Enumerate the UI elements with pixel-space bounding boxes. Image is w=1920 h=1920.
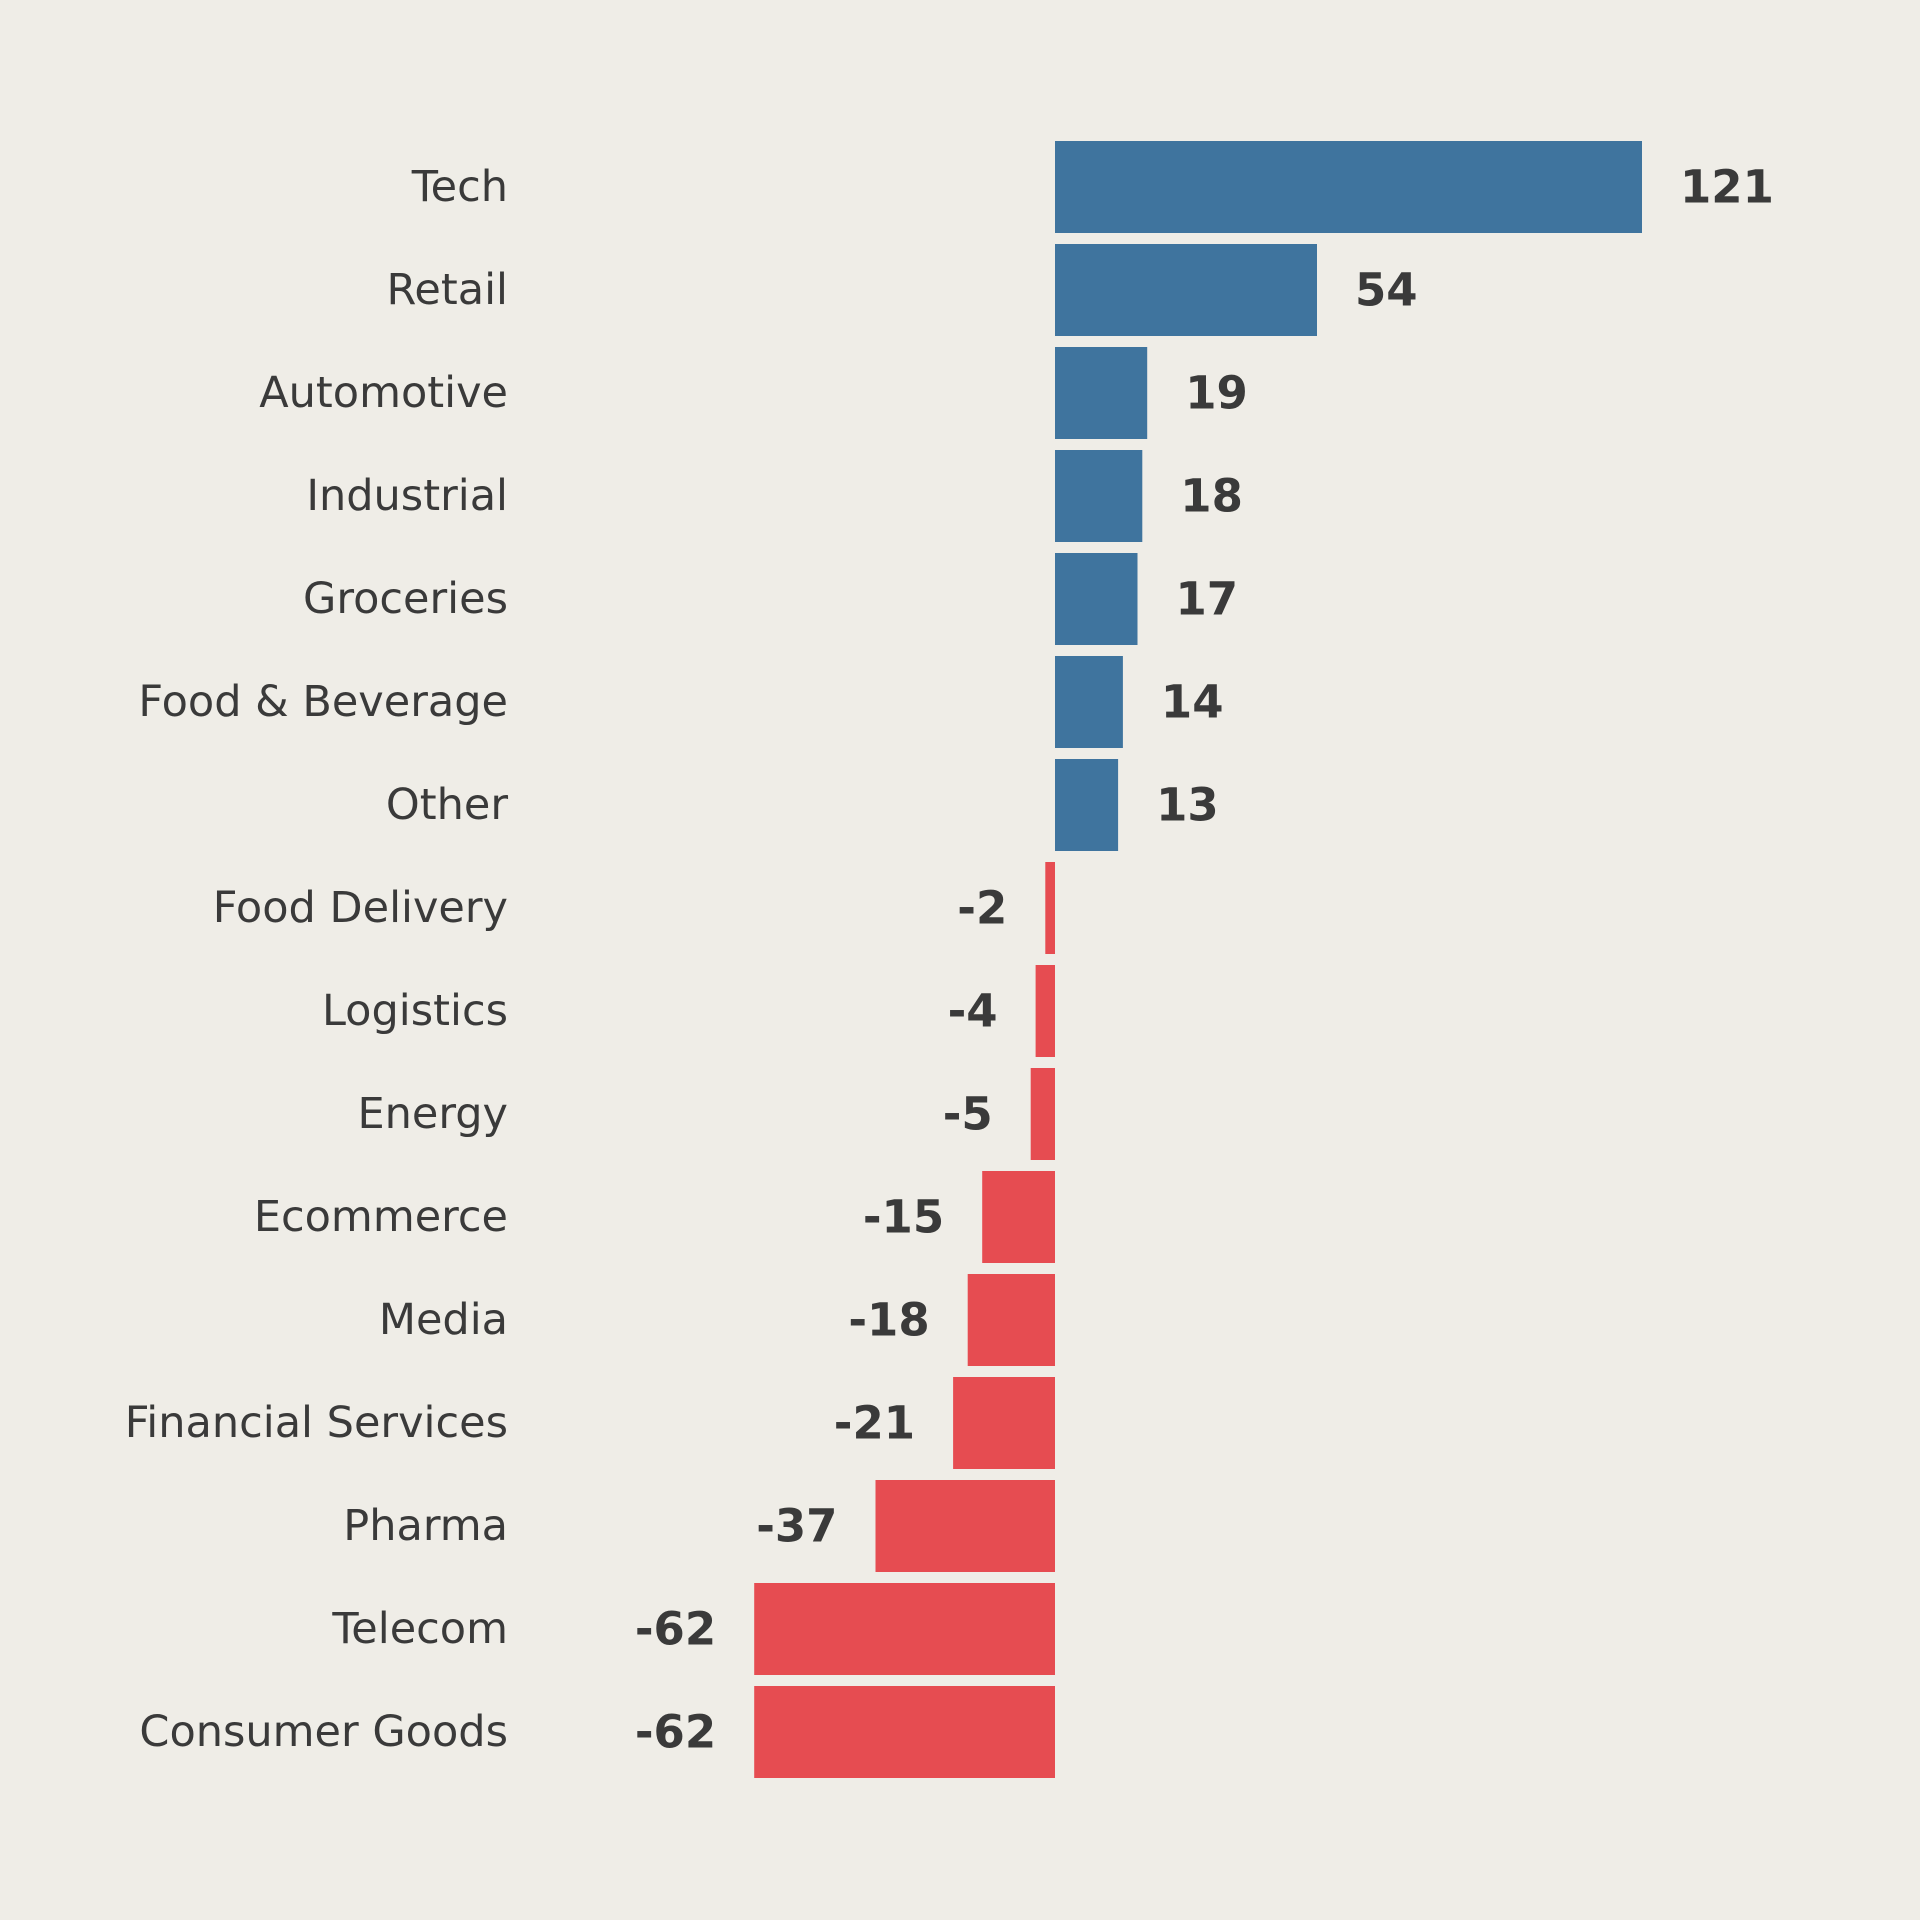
value-label-other: 13 bbox=[1156, 779, 1219, 832]
value-label-consumer-goods: -62 bbox=[635, 1706, 716, 1759]
bar-automotive bbox=[1055, 347, 1148, 439]
category-labels-group: Tech Retail Automotive Industrial Groceries F… bbox=[125, 162, 509, 1757]
category-label-ecommerce: Ecommerce bbox=[254, 1192, 508, 1242]
bar-media bbox=[967, 1274, 1055, 1366]
category-label-consumer-goods: Consumer Goods bbox=[139, 1707, 508, 1757]
bar-tech bbox=[1055, 141, 1642, 233]
value-label-ecommerce: -15 bbox=[863, 1191, 944, 1244]
bars-group bbox=[754, 141, 1642, 1778]
value-label-food-and-beverage: 14 bbox=[1161, 676, 1224, 729]
category-label-groceries: Groceries bbox=[303, 574, 508, 624]
category-label-tech: Tech bbox=[411, 162, 508, 212]
bar-pharma bbox=[875, 1480, 1055, 1572]
value-label-pharma: -37 bbox=[756, 1500, 837, 1553]
value-label-tech: 121 bbox=[1680, 161, 1774, 214]
value-label-groceries: 17 bbox=[1176, 573, 1239, 626]
value-label-financial-services: -21 bbox=[834, 1397, 915, 1450]
bar-food-delivery bbox=[1045, 862, 1055, 954]
value-label-energy: -5 bbox=[943, 1088, 993, 1141]
value-label-automotive: 19 bbox=[1185, 367, 1248, 420]
category-label-food-delivery: Food Delivery bbox=[213, 883, 508, 933]
bar-ecommerce bbox=[982, 1171, 1055, 1263]
category-label-other: Other bbox=[386, 780, 508, 830]
category-label-pharma: Pharma bbox=[343, 1501, 508, 1551]
bar-telecom bbox=[754, 1583, 1055, 1675]
bar-industrial bbox=[1055, 450, 1143, 542]
bar-consumer-goods bbox=[754, 1686, 1055, 1778]
category-label-retail: Retail bbox=[386, 265, 508, 315]
value-labels-group: 121 54 19 18 17 14 13 -2 -4 -5 -15 -18 -21 -37 -62 -62 bbox=[635, 161, 1774, 1759]
bar-retail bbox=[1055, 244, 1317, 336]
category-label-financial-services: Financial Services bbox=[125, 1398, 508, 1448]
bar-logistics bbox=[1035, 965, 1055, 1057]
bar-financial-services bbox=[953, 1377, 1055, 1469]
category-label-energy: Energy bbox=[357, 1089, 508, 1139]
category-label-food-and-beverage: Food & Beverage bbox=[138, 677, 508, 727]
value-label-food-delivery: -2 bbox=[957, 882, 1007, 935]
value-label-media: -18 bbox=[848, 1294, 929, 1347]
value-label-telecom: -62 bbox=[635, 1603, 716, 1656]
bar-food-and-beverage bbox=[1055, 656, 1123, 748]
category-label-automotive: Automotive bbox=[259, 368, 508, 418]
value-label-logistics: -4 bbox=[948, 985, 998, 1038]
value-label-industrial: 18 bbox=[1180, 470, 1243, 523]
category-label-telecom: Telecom bbox=[331, 1604, 508, 1654]
category-label-logistics: Logistics bbox=[322, 986, 508, 1036]
bar-energy bbox=[1030, 1068, 1055, 1160]
bar-other bbox=[1055, 759, 1119, 851]
bar-groceries bbox=[1055, 553, 1138, 645]
value-label-retail: 54 bbox=[1355, 264, 1418, 317]
category-label-industrial: Industrial bbox=[306, 471, 508, 521]
category-label-media: Media bbox=[379, 1295, 508, 1345]
